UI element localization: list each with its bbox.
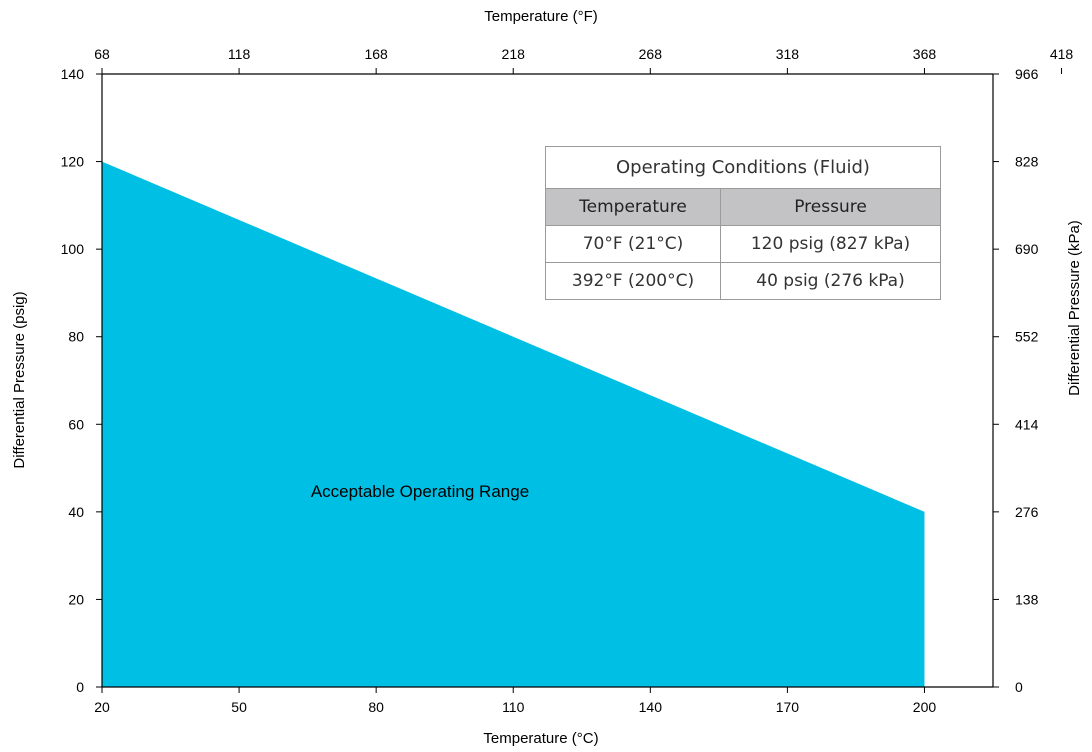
x2-tick-label: 268: [639, 46, 663, 62]
y2-tick-label: 138: [1015, 591, 1039, 607]
table-row: 70°F (21°C) 120 psig (827 kPa): [545, 225, 941, 263]
x2-tick-label: 418: [1050, 46, 1074, 62]
acceptable-range-area: [102, 161, 925, 688]
x-tick-label: 110: [502, 699, 525, 715]
x-axis-title-bottom: Temperature (°C): [483, 730, 598, 747]
x-tick-label: 200: [913, 699, 937, 715]
cell-pressure: 40 psig (276 kPa): [720, 262, 941, 300]
y2-tick-label: 552: [1015, 329, 1039, 345]
x-tick-label: 170: [776, 699, 800, 715]
y2-tick-label: 828: [1015, 154, 1039, 170]
table-title: Operating Conditions (Fluid): [545, 146, 941, 189]
y-tick-label: 20: [68, 591, 84, 607]
y-axis-title-left: Differential Pressure (psig): [11, 291, 28, 468]
table-row: 392°F (200°C) 40 psig (276 kPa): [545, 262, 941, 300]
y-tick-label: 40: [68, 504, 84, 520]
y-tick-label: 60: [68, 416, 84, 432]
y-tick-label: 100: [61, 241, 85, 257]
y2-tick-label: 414: [1015, 416, 1039, 432]
y2-tick-label: 276: [1015, 504, 1039, 520]
y2-tick-label: 690: [1015, 241, 1039, 257]
cell-pressure: 120 psig (827 kPa): [720, 225, 941, 263]
y2-tick-label: 0: [1015, 679, 1023, 695]
x2-tick-label: 368: [913, 46, 937, 62]
x2-tick-label: 168: [364, 46, 388, 62]
acceptable-range-label: Acceptable Operating Range: [311, 482, 529, 501]
x-tick-label: 50: [231, 699, 247, 715]
y2-tick-label: 966: [1015, 66, 1039, 82]
x-tick-label: 140: [639, 699, 663, 715]
x-tick-label: 80: [368, 699, 384, 715]
x-tick-label: 20: [94, 699, 110, 715]
header-pressure: Pressure: [720, 188, 941, 226]
y-tick-label: 120: [61, 154, 85, 170]
x2-tick-label: 218: [502, 46, 526, 62]
y-axis-title-right: Differential Pressure (kPa): [1066, 220, 1083, 396]
x2-tick-label: 118: [228, 46, 251, 62]
y-tick-label: 140: [61, 66, 85, 82]
header-temperature: Temperature: [545, 188, 721, 226]
cell-temperature: 70°F (21°C): [545, 225, 721, 263]
operating-conditions-table: Operating Conditions (Fluid) Temperature…: [545, 146, 941, 300]
y-tick-label: 0: [76, 679, 84, 695]
y-tick-label: 80: [68, 329, 84, 345]
x2-tick-label: 318: [776, 46, 800, 62]
x2-tick-label: 68: [94, 46, 110, 62]
cell-temperature: 392°F (200°C): [545, 262, 721, 300]
x-axis-title-top: Temperature (°F): [484, 8, 598, 25]
plot-frame: [101, 73, 994, 688]
